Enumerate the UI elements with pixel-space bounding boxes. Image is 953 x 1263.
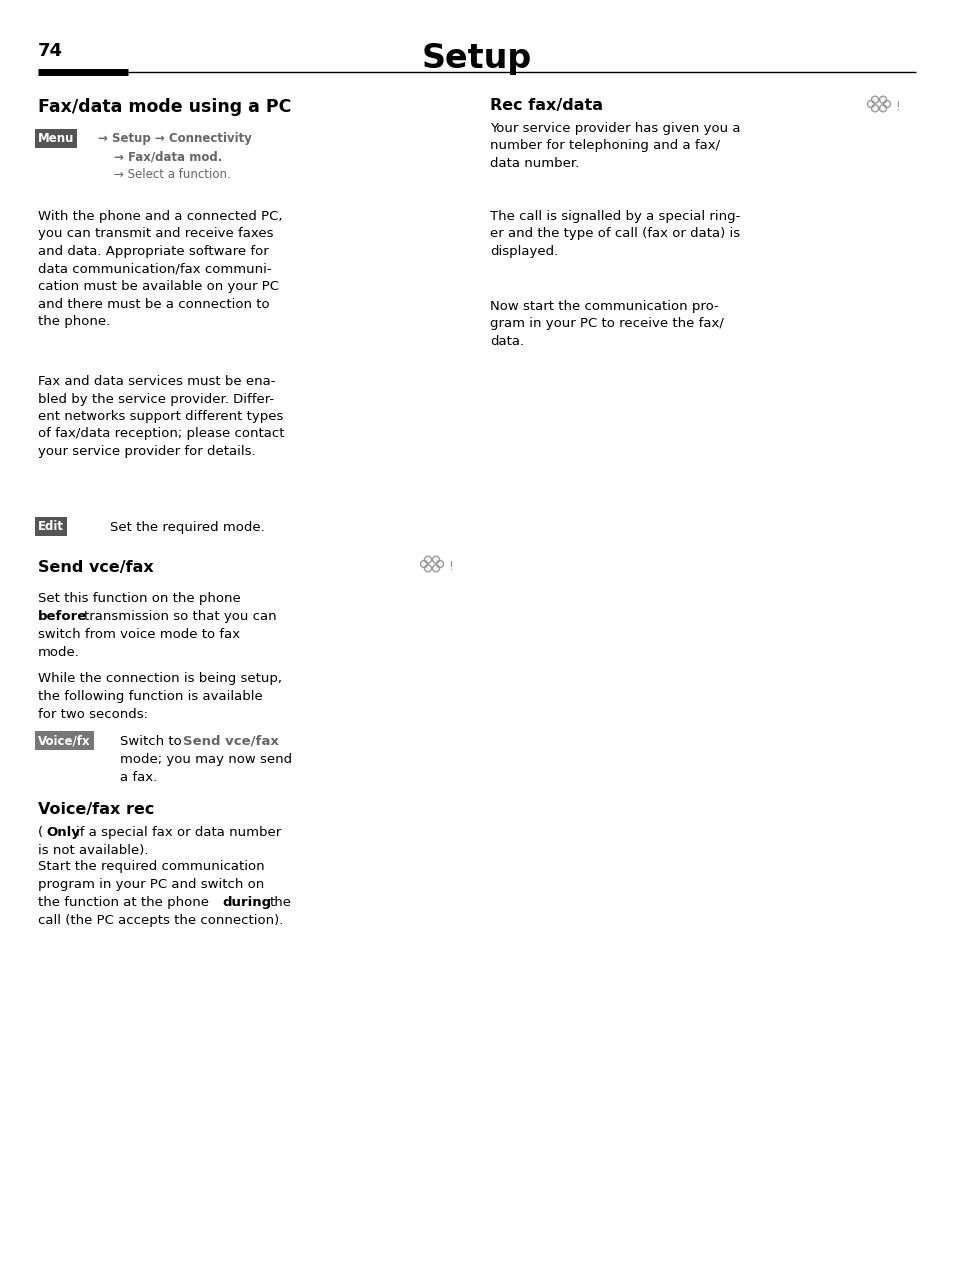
- Text: !: !: [894, 100, 899, 112]
- Text: 74: 74: [38, 42, 63, 61]
- Text: during: during: [222, 895, 271, 909]
- Text: Menu: Menu: [38, 133, 74, 145]
- Text: Voice/fx: Voice/fx: [38, 734, 91, 746]
- Text: → Select a function.: → Select a function.: [113, 168, 231, 181]
- Text: the: the: [270, 895, 292, 909]
- Text: is not available).: is not available).: [38, 844, 149, 858]
- Text: for two seconds:: for two seconds:: [38, 709, 148, 721]
- Text: The call is signalled by a special ring-
er and the type of call (fax or data) i: The call is signalled by a special ring-…: [490, 210, 740, 258]
- Text: before: before: [38, 610, 87, 623]
- Text: Setup: Setup: [421, 42, 532, 75]
- Text: the following function is available: the following function is available: [38, 690, 262, 703]
- Text: Set this function on the phone: Set this function on the phone: [38, 592, 240, 605]
- Text: Switch to: Switch to: [120, 735, 182, 748]
- Text: → Setup → Connectivity: → Setup → Connectivity: [98, 133, 252, 145]
- Text: !: !: [448, 560, 453, 572]
- Text: Start the required communication: Start the required communication: [38, 860, 264, 873]
- Text: a fax.: a fax.: [120, 770, 157, 784]
- Text: Now start the communication pro-
gram in your PC to receive the fax/
data.: Now start the communication pro- gram in…: [490, 301, 723, 349]
- Text: Rec fax/data: Rec fax/data: [490, 99, 602, 112]
- Text: Fax and data services must be ena-
bled by the service provider. Differ-
ent net: Fax and data services must be ena- bled …: [38, 375, 284, 458]
- Text: Your service provider has given you a
number for telephoning and a fax/
data num: Your service provider has given you a nu…: [490, 123, 740, 171]
- Text: Set the required mode.: Set the required mode.: [110, 522, 265, 534]
- Text: Fax/data mode using a PC: Fax/data mode using a PC: [38, 99, 291, 116]
- Text: mode.: mode.: [38, 645, 80, 659]
- Text: mode; you may now send: mode; you may now send: [120, 753, 292, 765]
- Text: the function at the phone: the function at the phone: [38, 895, 209, 909]
- Text: Voice/fax rec: Voice/fax rec: [38, 802, 154, 817]
- Text: → Fax/data mod.: → Fax/data mod.: [113, 150, 222, 163]
- Text: Only: Only: [46, 826, 80, 839]
- Text: (: (: [38, 826, 43, 839]
- Text: call (the PC accepts the connection).: call (the PC accepts the connection).: [38, 914, 283, 927]
- Text: Send vce/fax: Send vce/fax: [38, 560, 153, 575]
- Text: if a special fax or data number: if a special fax or data number: [76, 826, 281, 839]
- Text: program in your PC and switch on: program in your PC and switch on: [38, 878, 264, 890]
- Text: While the connection is being setup,: While the connection is being setup,: [38, 672, 282, 685]
- Text: Edit: Edit: [38, 520, 64, 533]
- Text: Send vce/fax: Send vce/fax: [183, 735, 278, 748]
- Text: With the phone and a connected PC,
you can transmit and receive faxes
and data. : With the phone and a connected PC, you c…: [38, 210, 282, 328]
- Text: switch from voice mode to fax: switch from voice mode to fax: [38, 628, 240, 642]
- Text: transmission so that you can: transmission so that you can: [84, 610, 276, 623]
